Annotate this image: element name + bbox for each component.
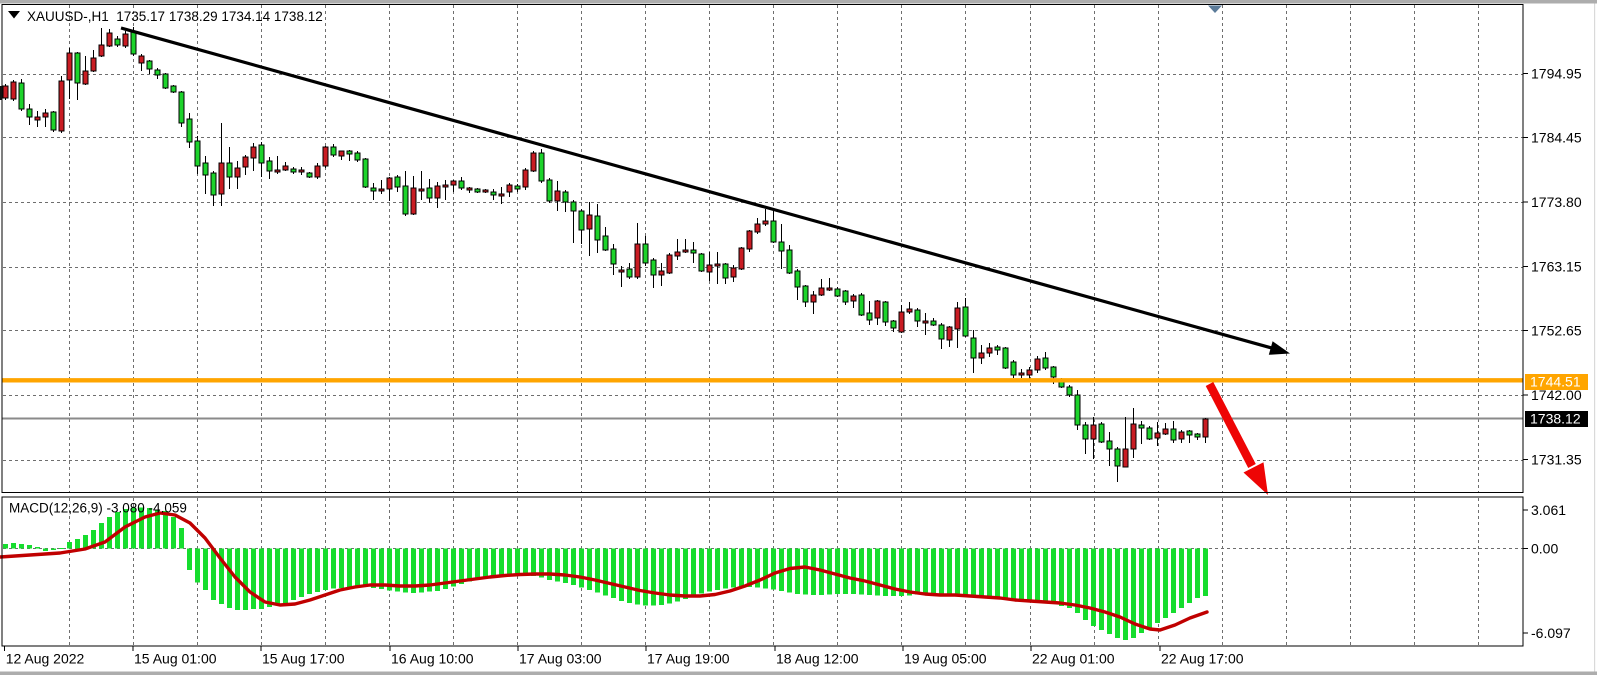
svg-text:22 Aug 01:00: 22 Aug 01:00 — [1032, 651, 1115, 667]
svg-text:1794.95: 1794.95 — [1531, 66, 1582, 82]
svg-text:MACD(12,26,9) -3.080 -4.059: MACD(12,26,9) -3.080 -4.059 — [9, 501, 187, 516]
svg-text:18 Aug 12:00: 18 Aug 12:00 — [776, 651, 859, 667]
svg-text:1763.15: 1763.15 — [1531, 259, 1582, 275]
svg-text:XAUUSD-,H1 1735.17 1738.29 17: XAUUSD-,H1 1735.17 1738.29 1734.14 1738.… — [27, 9, 323, 24]
svg-text:17 Aug 03:00: 17 Aug 03:00 — [519, 651, 602, 667]
svg-text:1742.00: 1742.00 — [1531, 387, 1582, 403]
svg-text:1752.65: 1752.65 — [1531, 322, 1582, 338]
svg-text:22 Aug 17:00: 22 Aug 17:00 — [1161, 651, 1244, 667]
svg-text:15 Aug 01:00: 15 Aug 01:00 — [134, 651, 217, 667]
svg-text:1773.80: 1773.80 — [1531, 194, 1582, 210]
svg-text:19 Aug 05:00: 19 Aug 05:00 — [904, 651, 987, 667]
svg-text:3.061: 3.061 — [1531, 502, 1566, 518]
svg-text:1738.12: 1738.12 — [1530, 411, 1581, 427]
svg-text:16 Aug 10:00: 16 Aug 10:00 — [391, 651, 474, 667]
svg-text:-6.097: -6.097 — [1531, 625, 1571, 641]
svg-text:0.00: 0.00 — [1531, 540, 1558, 556]
svg-text:12 Aug 2022: 12 Aug 2022 — [6, 651, 85, 667]
svg-text:1784.45: 1784.45 — [1531, 129, 1582, 145]
svg-text:17 Aug 19:00: 17 Aug 19:00 — [647, 651, 730, 667]
svg-text:15 Aug 17:00: 15 Aug 17:00 — [262, 651, 345, 667]
svg-text:1731.35: 1731.35 — [1531, 452, 1582, 468]
svg-text:1744.51: 1744.51 — [1530, 374, 1581, 390]
